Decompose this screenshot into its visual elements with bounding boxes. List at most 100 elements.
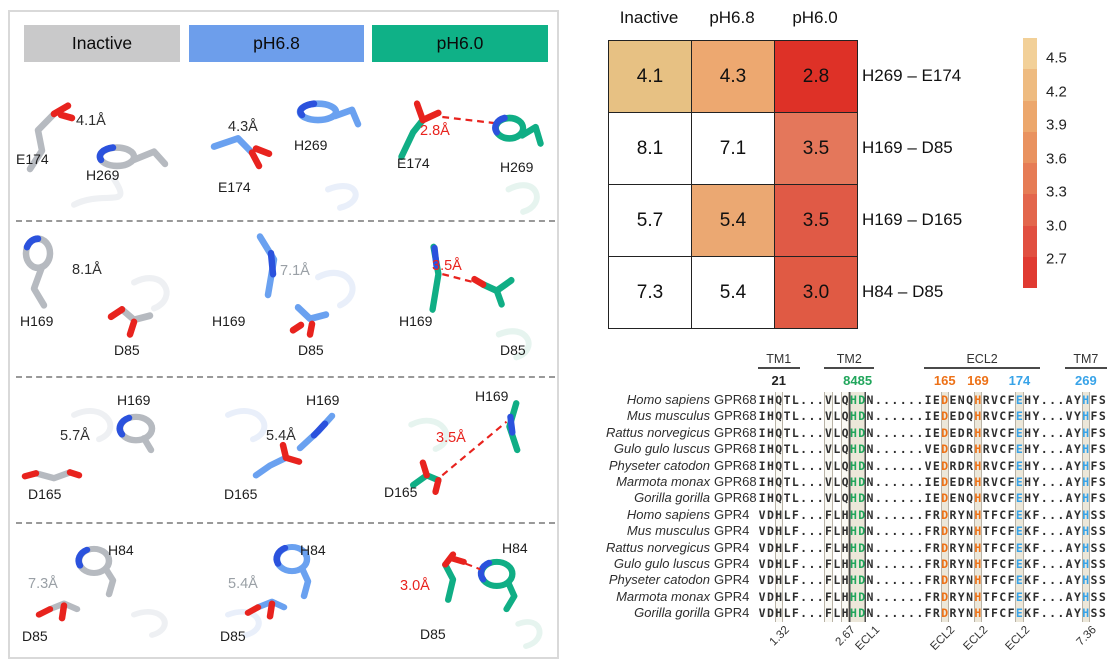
seq-char: E [949, 393, 957, 407]
sequence: IHQTL...VLQHDN......VEDRDRHRVCFEHY...AYH… [758, 457, 1106, 474]
seq-char: . [899, 557, 907, 571]
residue-stick [289, 321, 305, 334]
seq-char: L [783, 573, 791, 588]
seq-char: . [1057, 442, 1065, 457]
seq-char: E [949, 491, 957, 506]
seq-char: . [816, 458, 824, 473]
distance-label: 5.4Å [266, 428, 296, 444]
seq-char: H [766, 475, 774, 489]
seq-char: S [1090, 540, 1098, 555]
seq-char: R [966, 458, 974, 473]
seq-char: Y [957, 589, 965, 604]
seq-char: C [999, 589, 1007, 604]
seq-char: . [908, 606, 915, 621]
seq-char: D [766, 557, 774, 571]
seq-char: . [800, 491, 808, 506]
hbond-dashed-line [465, 562, 481, 571]
seq-char: H [1081, 605, 1090, 622]
background-ribbon [131, 275, 170, 312]
seq-char: H [973, 441, 983, 458]
seq-char: A [1065, 507, 1073, 522]
seq-char: E [1015, 392, 1024, 409]
residue-stick [471, 275, 487, 288]
seq-char: K [1024, 589, 1032, 604]
seq-char: . [883, 458, 891, 473]
structure-cell-r2-c1: 5.4Å D165 H169 [198, 376, 382, 522]
seq-char: . [891, 606, 899, 621]
seq-char: L [791, 442, 799, 457]
seq-char: Q [774, 392, 783, 409]
condition-header-label: Inactive [71, 33, 133, 53]
species-name: Rattus norvegicus [605, 539, 710, 555]
seq-char: R [966, 475, 974, 489]
seq-char: . [808, 475, 816, 489]
seq-char: R [932, 573, 940, 588]
seq-char: Q [966, 409, 974, 424]
seq-char: F [924, 589, 932, 604]
residue-stick [306, 320, 316, 338]
seq-char: F [791, 573, 799, 588]
seq-char: . [816, 589, 824, 604]
heatmap-cell-value: 5.7 [636, 209, 664, 231]
seq-char: I [758, 491, 766, 506]
colorbar-tick-3: 3.6 [1046, 150, 1067, 167]
seq-char: . [874, 540, 882, 555]
seq-char: R [949, 573, 957, 588]
residue-stick [493, 287, 505, 308]
seq-char: E [932, 458, 940, 473]
residue-stick [442, 561, 457, 603]
seq-char: L [833, 573, 841, 588]
seq-char: Q [840, 474, 850, 491]
residue-stick [432, 476, 442, 495]
seq-char: H [840, 539, 850, 556]
seq-char: . [1040, 491, 1048, 506]
gene-name: GPR68 [714, 408, 757, 424]
seq-char: D [940, 539, 949, 556]
seq-char: R [932, 524, 940, 539]
residue-label-a: H169 [212, 313, 246, 329]
heatmap-colorbar: 4.5 4.2 3.9 3.6 3.3 3.0 2.7 [1023, 38, 1067, 288]
residue-label-a: H169 [399, 313, 433, 329]
sequence: VDHLF...FLHHDN......FRDRYNHTFCFEKF...AYH… [758, 523, 1106, 540]
seq-char: D [940, 441, 949, 458]
seq-char: H [774, 572, 783, 589]
seq-char: . [891, 557, 899, 571]
region-label-text: ECL2 [966, 352, 998, 366]
seq-char: F [1090, 458, 1098, 473]
residue-label-b: D85 [298, 342, 324, 358]
seq-char: . [1057, 393, 1065, 407]
seq-char: . [883, 540, 891, 555]
sequence: IHQTL...VLQHDN......IEDEDRHRVCFEHY...AYH… [758, 474, 1106, 491]
seq-char: Q [774, 474, 783, 491]
seq-char: . [1057, 524, 1065, 539]
seq-char: . [891, 442, 899, 457]
seq-char: F [990, 540, 998, 555]
seq-char: . [874, 458, 882, 473]
seq-char: . [908, 458, 915, 473]
seq-char: E [1015, 556, 1024, 573]
residue-stick [32, 469, 74, 482]
seq-char: H [1024, 458, 1032, 473]
seq-char: N [866, 557, 874, 571]
seq-char: D [940, 474, 949, 491]
seq-char: . [816, 475, 824, 489]
seq-char: Y [957, 540, 965, 555]
gene-name: GPR4 [714, 506, 750, 522]
seq-char: F [1007, 606, 1015, 621]
seq-char: T [783, 393, 791, 407]
seq-char: N [866, 393, 874, 407]
seq-char: F [1007, 524, 1015, 539]
seq-char: . [1049, 442, 1056, 457]
residue-label-a: E174 [218, 179, 251, 195]
residue-stick [66, 469, 83, 479]
ballesteros-label-ecl2: ECL2 [1003, 624, 1033, 653]
seq-char: T [982, 557, 990, 571]
seq-char: F [1007, 540, 1015, 555]
heatmap-col-header-0: Inactive [619, 8, 679, 27]
seq-char: R [982, 409, 990, 424]
seq-char: . [1057, 507, 1065, 522]
molecule-structure-svg [408, 400, 521, 495]
seq-char: . [891, 540, 899, 555]
seq-char: R [932, 507, 940, 522]
seq-char: S [1098, 524, 1106, 539]
